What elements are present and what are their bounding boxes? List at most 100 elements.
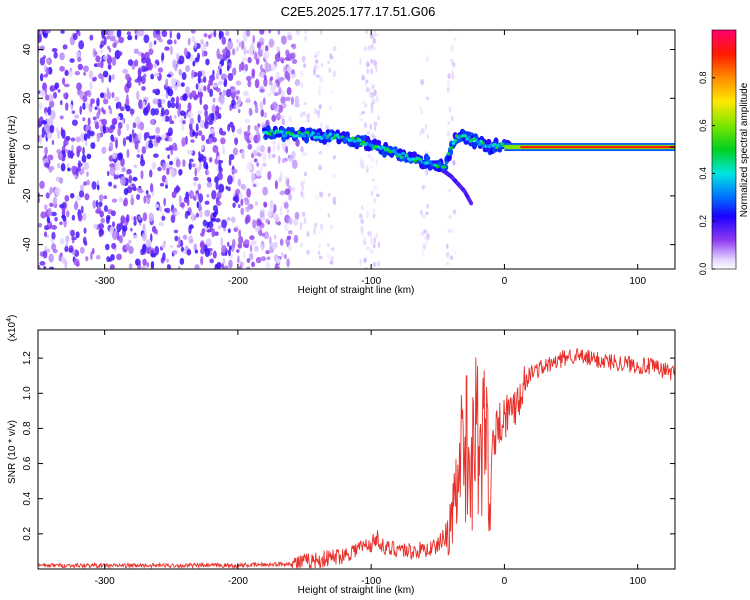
noise-mark xyxy=(288,154,294,163)
noise-mark xyxy=(205,164,209,170)
noise-mark xyxy=(318,255,323,260)
noise-mark xyxy=(123,197,128,205)
noise-mark xyxy=(240,40,245,50)
noise-mark xyxy=(199,209,203,219)
noise-mark xyxy=(165,92,169,99)
noise-mark xyxy=(177,81,181,88)
noise-mark xyxy=(61,129,66,139)
noise-mark xyxy=(83,239,87,245)
noise-mark xyxy=(300,242,303,248)
noise-mark xyxy=(182,234,188,240)
noise-mark xyxy=(183,47,188,57)
noise-mark xyxy=(373,126,377,131)
noise-mark xyxy=(51,224,57,230)
noise-mark xyxy=(194,264,200,269)
noise-mark xyxy=(232,196,238,202)
y-tick-label: 0.2 xyxy=(22,526,33,540)
noise-mark xyxy=(128,263,133,269)
noise-mark xyxy=(214,176,219,184)
noise-mark xyxy=(126,31,132,36)
noise-mark xyxy=(89,81,93,91)
noise-mark xyxy=(332,46,337,52)
noise-mark xyxy=(363,103,368,108)
noise-mark xyxy=(372,178,375,182)
noise-mark xyxy=(39,180,45,189)
noise-mark xyxy=(140,52,144,58)
noise-mark xyxy=(361,110,365,115)
noise-mark xyxy=(211,104,216,113)
noise-mark xyxy=(45,192,50,199)
noise-mark xyxy=(38,37,42,43)
noise-mark xyxy=(43,204,48,210)
noise-mark xyxy=(191,69,195,78)
noise-mark xyxy=(369,123,372,131)
noise-mark xyxy=(263,231,270,240)
trace-mark xyxy=(446,152,450,156)
y-tick-label: 0 xyxy=(22,144,33,150)
noise-mark xyxy=(164,108,170,116)
noise-mark xyxy=(59,115,64,120)
noise-mark xyxy=(79,105,83,115)
noise-mark xyxy=(96,97,100,107)
noise-mark xyxy=(218,30,222,40)
noise-mark xyxy=(177,265,181,269)
noise-mark xyxy=(49,186,53,195)
noise-mark xyxy=(153,72,160,78)
noise-mark xyxy=(81,166,85,175)
noise-mark xyxy=(365,130,370,135)
carrier-core xyxy=(520,145,675,149)
noise-mark xyxy=(75,231,80,239)
noise-mark xyxy=(142,223,146,232)
noise-mark xyxy=(62,215,67,222)
noise-mark xyxy=(361,99,366,105)
noise-mark xyxy=(125,105,131,112)
y-tick-label: 0.4 xyxy=(22,491,33,505)
noise-mark xyxy=(271,114,277,122)
noise-mark xyxy=(113,184,117,189)
noise-mark xyxy=(148,135,155,140)
noise-mark xyxy=(121,119,125,124)
noise-mark xyxy=(306,118,311,123)
noise-mark xyxy=(160,98,166,104)
noise-mark xyxy=(49,100,55,108)
noise-mark xyxy=(147,102,151,112)
noise-mark xyxy=(39,45,45,51)
noise-mark xyxy=(281,158,286,164)
noise-mark xyxy=(134,140,139,150)
noise-mark xyxy=(233,90,237,97)
noise-mark xyxy=(141,146,146,155)
noise-mark xyxy=(159,182,165,187)
noise-mark xyxy=(196,110,203,115)
noise-mark xyxy=(59,66,66,72)
noise-mark xyxy=(425,96,430,101)
noise-mark xyxy=(127,59,134,66)
noise-mark xyxy=(421,250,425,257)
noise-mark xyxy=(288,193,292,201)
noise-mark xyxy=(201,134,206,142)
noise-mark xyxy=(106,87,110,96)
noise-mark xyxy=(218,183,225,193)
noise-mark xyxy=(140,75,146,85)
noise-mark xyxy=(373,89,377,97)
noise-mark xyxy=(46,132,53,140)
noise-mark xyxy=(45,30,51,34)
y-tick-label: 0.6 xyxy=(22,456,33,470)
noise-mark xyxy=(120,215,126,224)
noise-mark xyxy=(359,118,364,122)
noise-mark xyxy=(222,89,227,97)
noise-mark xyxy=(82,95,88,103)
noise-mark xyxy=(273,234,277,240)
noise-mark xyxy=(127,35,133,41)
noise-mark xyxy=(195,193,199,200)
noise-mark xyxy=(87,117,91,126)
trace-mark xyxy=(271,133,276,137)
noise-mark xyxy=(74,114,80,119)
noise-mark xyxy=(303,179,306,185)
noise-mark xyxy=(280,96,286,104)
trace-mark xyxy=(302,134,307,138)
noise-mark xyxy=(41,120,48,125)
noise-mark xyxy=(164,208,168,212)
noise-mark xyxy=(259,210,265,218)
noise-mark xyxy=(216,190,222,200)
noise-mark xyxy=(220,97,225,104)
